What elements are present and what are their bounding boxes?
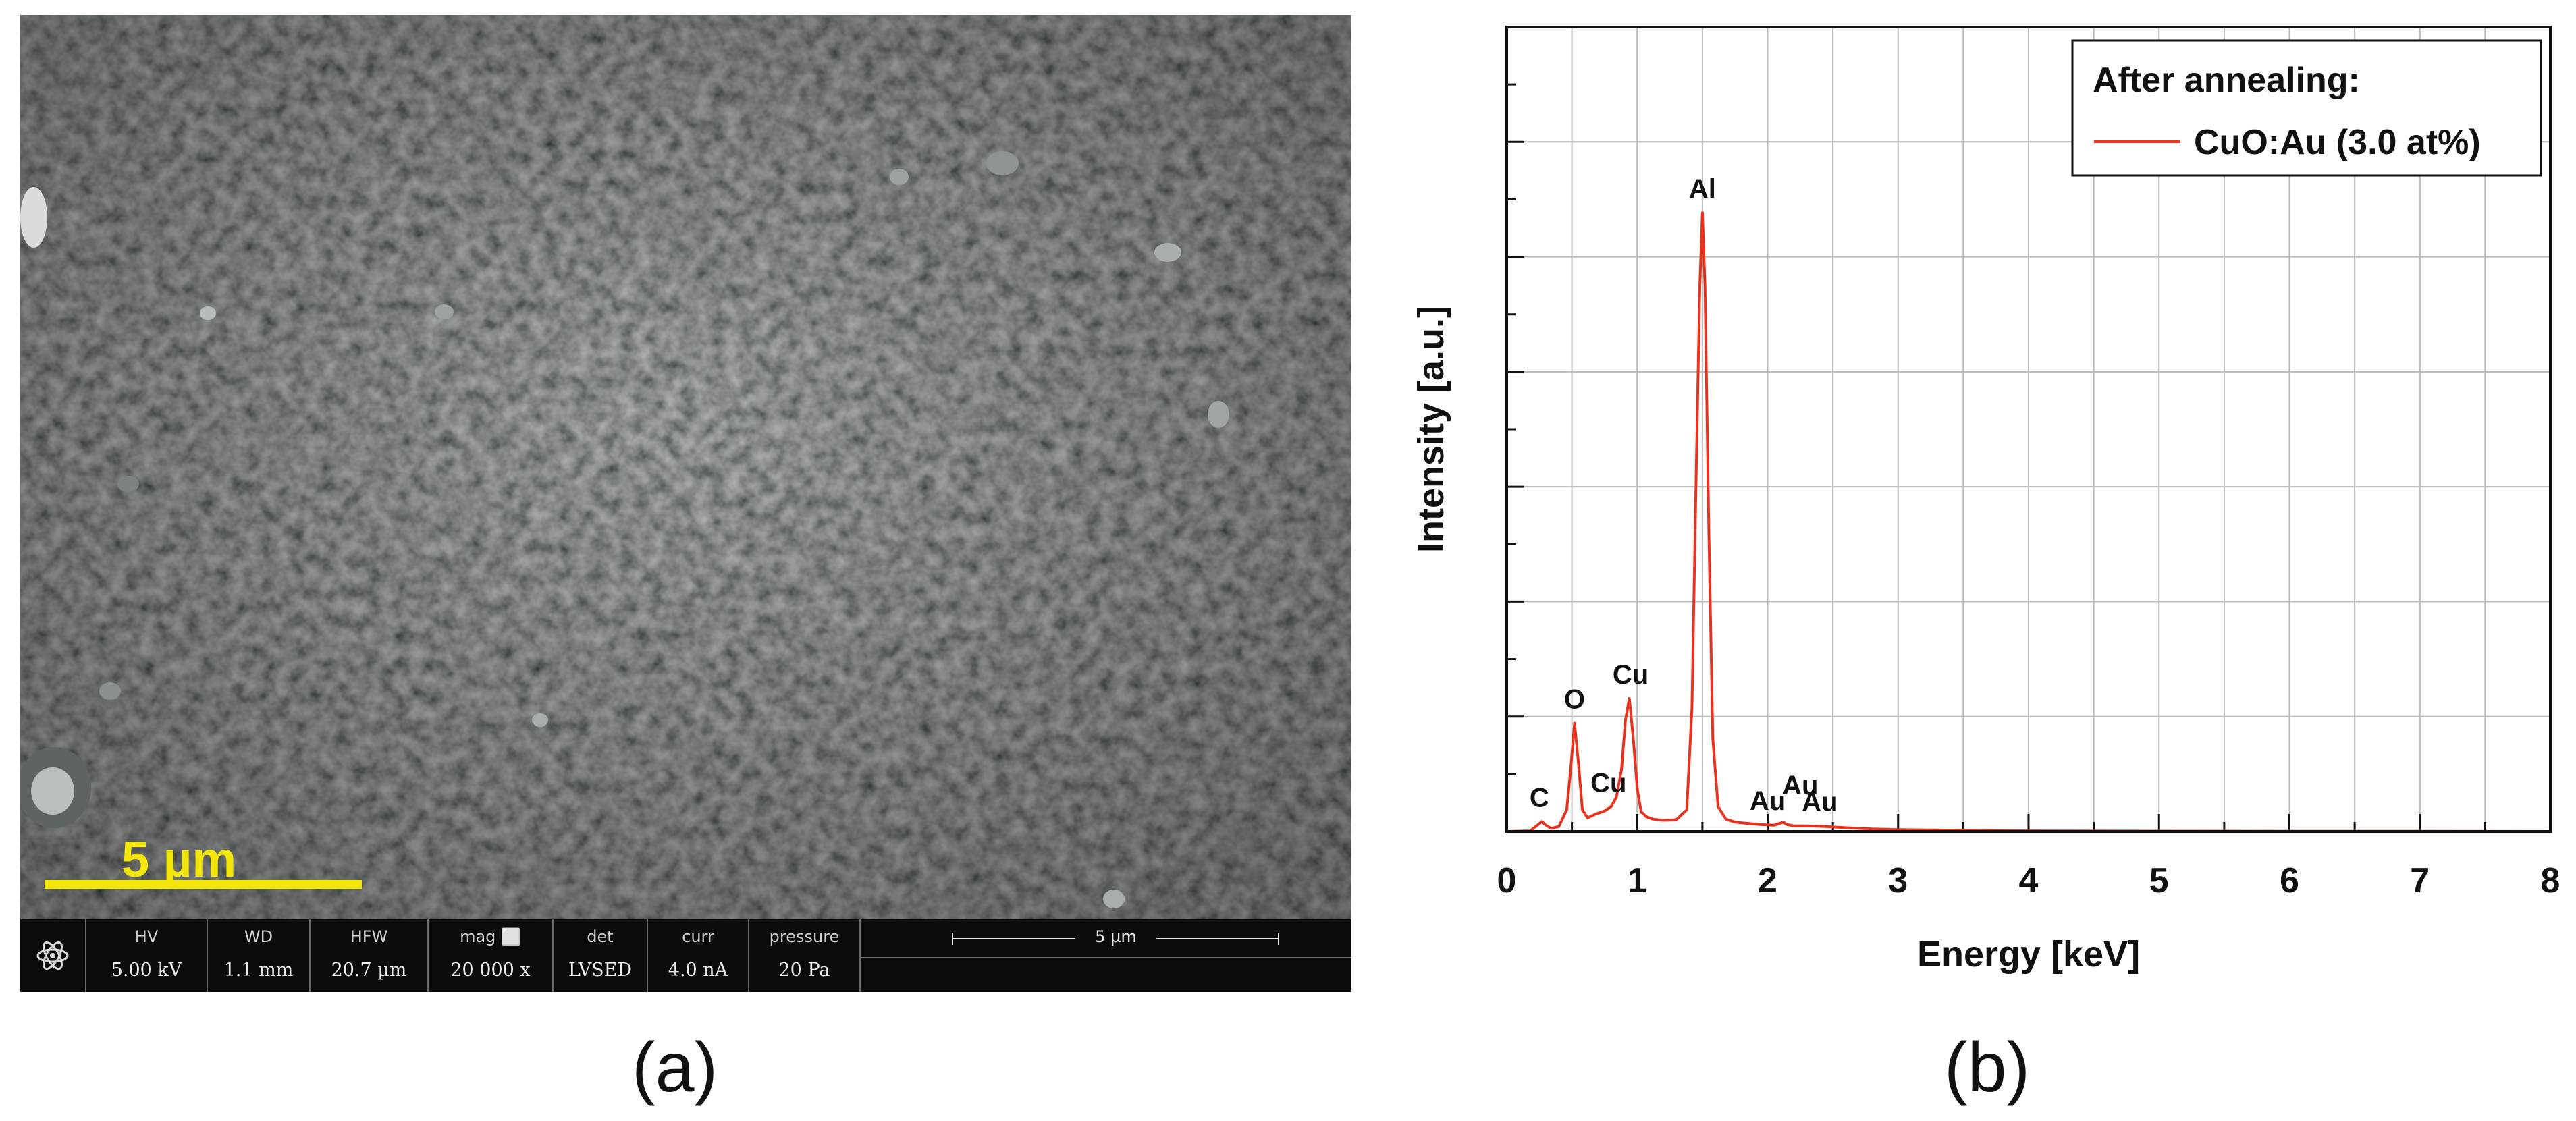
series-line (1506, 211, 2551, 833)
databar-cell-curr: curr 4.0 nA (648, 919, 749, 992)
databar-value: 5.00 kV (111, 960, 182, 981)
sem-databar: HV 5.00 kV WD 1.1 mm HFW 20.7 µm mag ⬜ 2… (20, 919, 1351, 992)
chart-series (1506, 211, 2551, 833)
x-tick-label: 2 (1758, 861, 1777, 900)
scale-bar (45, 880, 362, 889)
sem-micrograph (20, 15, 1351, 919)
databar-value: 4.0 nA (668, 960, 728, 981)
databar-cell-det: det LVSED (554, 919, 648, 992)
databar-label: WD (244, 927, 273, 946)
databar-cell-wd: WD 1.1 mm (208, 919, 311, 992)
x-tick-label: 0 (1497, 861, 1517, 900)
x-tick-label: 7 (2410, 861, 2430, 900)
microscope-logo-icon (20, 919, 86, 992)
databar-label: pressure (769, 927, 840, 946)
x-tick-label: 8 (2541, 861, 2560, 900)
databar-scale-tick (952, 933, 953, 945)
x-tick-label: 4 (2019, 861, 2039, 900)
databar-label: curr (682, 927, 714, 946)
scale-bar-label: 5 µm (122, 831, 237, 887)
x-axis-label: Energy [keV] (1917, 934, 2140, 975)
databar-value: LVSED (568, 960, 633, 981)
databar-scale-tick (1278, 933, 1279, 945)
peak-label: C (1530, 783, 1549, 813)
x-tick-label: 3 (1888, 861, 1908, 900)
peak-label: Au (1750, 786, 1786, 816)
legend-title: After annealing: (2093, 61, 2360, 100)
databar-cell-pressure: pressure 20 Pa (749, 919, 861, 992)
sem-image-panel: 5 µm HV 5.00 kV WD 1.1 mm HFW 20.7 µm (20, 15, 1351, 992)
x-tick-label: 5 (2149, 861, 2169, 900)
legend-entry-label: CuO:Au (3.0 at%) (2194, 123, 2481, 162)
peak-label: Cu (1613, 660, 1648, 690)
peak-label: Al (1689, 174, 1716, 204)
caption-a: (a) (632, 1029, 718, 1107)
x-tick-label: 1 (1628, 861, 1647, 900)
legend-box (2071, 39, 2542, 177)
x-tick-label: 6 (2280, 861, 2299, 900)
databar-scale: 5 µm (861, 919, 1351, 992)
databar-cell-hfw: HFW 20.7 µm (311, 919, 429, 992)
databar-label: HFW (350, 927, 388, 946)
databar-cell-hv: HV 5.00 kV (86, 919, 208, 992)
databar-divider (861, 957, 1351, 958)
databar-value: 20 000 x (450, 960, 531, 981)
peak-label: Au (1782, 771, 1818, 800)
databar-value: 1.1 mm (223, 960, 294, 981)
y-axis-label: Intensity [a.u.] (1411, 306, 1451, 553)
plot-frame (1505, 26, 2552, 833)
x-tick-labels: 0 1 2 3 4 5 6 7 8 (1497, 861, 2560, 900)
peak-label: Au (1802, 788, 1837, 817)
databar-scale-text: 5 µm (1075, 927, 1156, 946)
databar-label: mag ⬜ (460, 927, 521, 946)
databar-label: HV (134, 927, 159, 946)
databar-label: det (587, 927, 614, 946)
databar-cell-mag: mag ⬜ 20 000 x (429, 919, 554, 992)
caption-b: (b) (1944, 1029, 2031, 1107)
databar-value: 20 Pa (778, 960, 830, 981)
databar-value: 20.7 µm (331, 960, 407, 981)
peak-label: Cu (1590, 768, 1626, 798)
peak-label: O (1564, 685, 1585, 715)
chart-legend: After annealing: CuO:Au (3.0 at%) (2071, 39, 2542, 177)
